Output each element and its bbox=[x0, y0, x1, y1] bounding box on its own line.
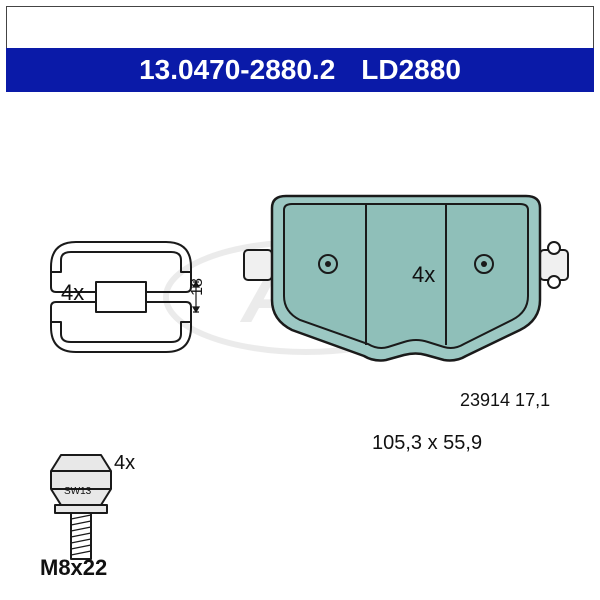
clip-thickness-label: 18 bbox=[189, 278, 207, 296]
diagram-area: Ate bbox=[6, 92, 594, 594]
pad-dimensions-label: 105,3 x 55,9 bbox=[372, 432, 482, 455]
part-number: 13.0470-2880.2 bbox=[139, 54, 335, 86]
bolt-spec-label: M8x22 bbox=[40, 555, 107, 581]
short-code: LD2880 bbox=[361, 54, 461, 86]
bolt-wrench-label: SW13 bbox=[64, 486, 91, 497]
bolt-quantity-label: 4x bbox=[114, 452, 135, 475]
pad-code-label: 23914 17,1 bbox=[460, 390, 550, 411]
clip-quantity-label: 4x bbox=[61, 280, 84, 306]
brake-pad-drawing bbox=[236, 180, 576, 380]
header-bar: 13.0470-2880.2 LD2880 bbox=[6, 48, 594, 92]
pad-quantity-label: 4x bbox=[412, 262, 435, 288]
